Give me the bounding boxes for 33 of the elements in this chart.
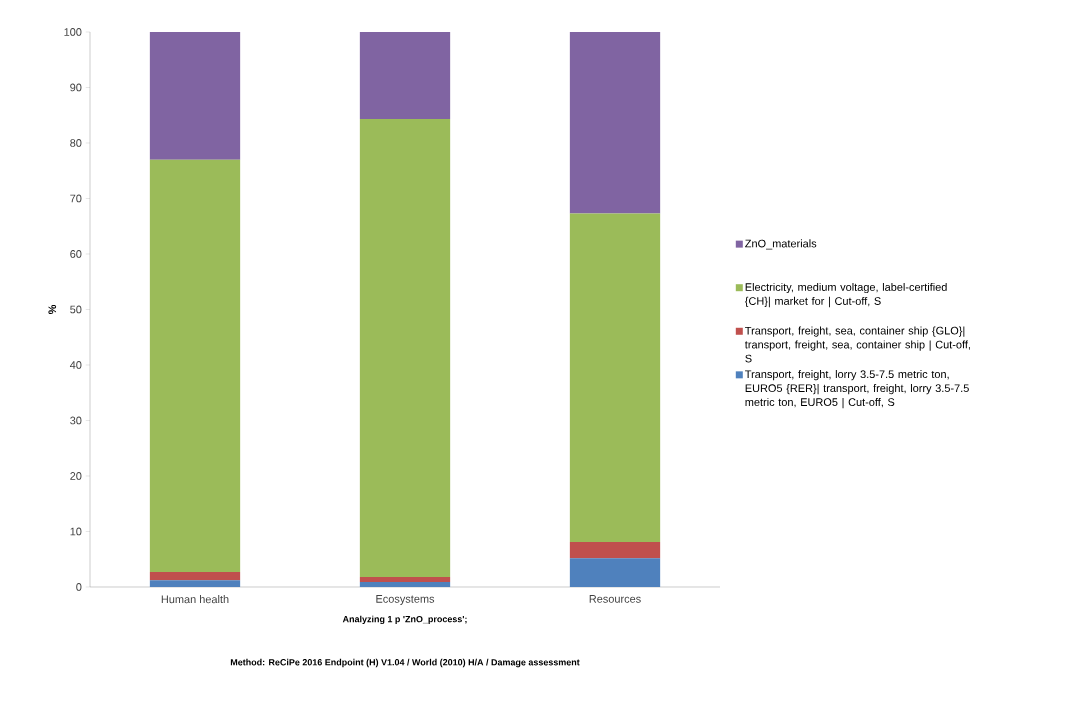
bar <box>359 119 451 577</box>
bar <box>359 31 451 120</box>
bar <box>569 213 661 543</box>
y-tick-label: 50 <box>70 305 82 314</box>
legend-label: Electricity, medium voltage, label-certified {CH}| market for | Cut-off, S <box>744 282 947 308</box>
bar <box>569 542 661 559</box>
legend-label: Transport, freight, sea, container ship {GLO}| transport, freight, sea, container ship | Cut-off, S <box>744 326 970 363</box>
y-tick-label: 60 <box>70 250 82 258</box>
y-tick-label: 0 <box>76 583 82 591</box>
bar <box>359 581 451 587</box>
bar <box>149 31 241 160</box>
y-tick-label: 70 <box>70 194 82 203</box>
y-tick-label: 20 <box>70 472 82 480</box>
legend-label: ZnO_materials <box>745 239 817 250</box>
x-tick-label: Human health <box>161 595 229 604</box>
bar <box>149 159 241 572</box>
bar <box>569 558 661 587</box>
y-tick-label: 10 <box>70 527 82 536</box>
x-tick-label: Resources <box>589 595 641 603</box>
x-axis-title: Analyzing 1 p 'ZnO_process'; <box>342 615 467 625</box>
y-tick-label: 100 <box>64 28 82 36</box>
bar <box>359 577 451 582</box>
bar <box>569 31 661 214</box>
bar <box>149 572 241 581</box>
bar <box>149 580 241 587</box>
x-tick-label: Ecosystems <box>376 595 435 605</box>
y-tick-label: 80 <box>70 139 82 147</box>
y-axis-title: % <box>48 304 57 315</box>
y-tick-label: 40 <box>69 361 82 369</box>
y-tick-label: 90 <box>70 83 82 92</box>
y-tick-label: 30 <box>70 416 82 425</box>
text: Method: ReCiPe 2016 Endpoint (H) V1.04 / World (2010) H/A / Damage assessment <box>230 658 580 668</box>
legend-label: Transport, freight, lorry 3.5-7.5 metric ton, EURO5 {RER}| transport, freight, lorry 3.5-7.5 metric ton, EURO5 | Cut-off, S <box>745 370 969 409</box>
